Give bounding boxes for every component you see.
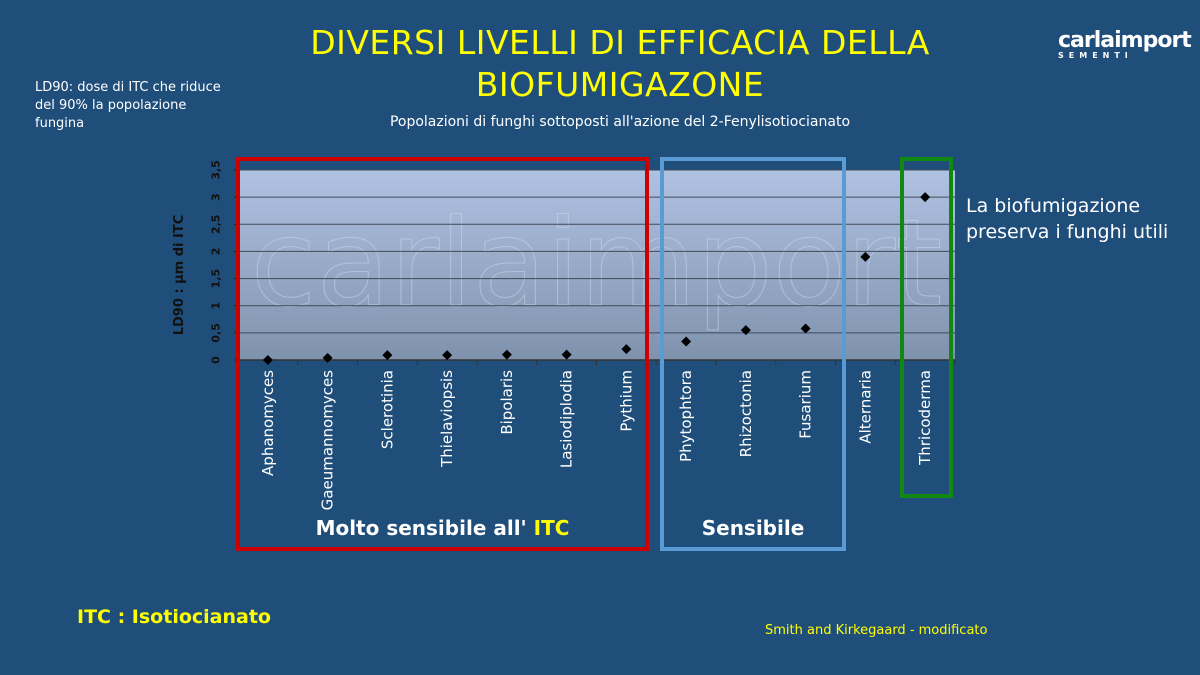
x-tick-label: Pythium: [617, 370, 635, 432]
y-tick-label: 0,5: [210, 323, 223, 343]
y-tick-label: 1: [210, 302, 223, 310]
x-tick-label: Aphanomyces: [259, 370, 277, 476]
y-tick-label: 1,5: [210, 269, 223, 289]
preserve-line-1: La biofumigazione: [966, 195, 1141, 217]
logo-sub: SEMENTI: [1058, 51, 1133, 60]
preserve-note: La biofumigazione preserva i funghi util…: [966, 193, 1168, 245]
data-point: [501, 349, 512, 360]
slide-title: DIVERSI LIVELLI DI EFFICACIA DELLA BIOFU…: [200, 22, 1040, 106]
y-tick-label: 3,5: [210, 160, 223, 180]
x-tick-label: Gaeumannomyces: [319, 370, 337, 511]
data-point: [621, 344, 632, 355]
y-axis-label: LD90 : µm di ITC: [172, 215, 187, 336]
watermark: carlaimport: [251, 195, 943, 334]
sensitive-label: Sensibile: [701, 516, 805, 540]
data-point: [740, 325, 751, 336]
plot-area: [238, 170, 955, 360]
data-point: [382, 350, 393, 361]
very-sensitive-label: Molto sensibile all' ITC: [236, 516, 649, 540]
x-tick-label: Lasiodiplodia: [558, 370, 576, 468]
sensitive-group-box: [660, 157, 846, 551]
x-tick-label: Thielaviopsis: [438, 370, 456, 468]
data-point: [920, 192, 931, 203]
x-tick-label: Rhizoctonia: [737, 370, 755, 457]
title-line-1: DIVERSI LIVELLI DI EFFICACIA DELLA: [310, 23, 930, 62]
source-credit: Smith and Kirkegaard - modificato: [765, 623, 988, 638]
x-tick-label: Fusarium: [797, 370, 815, 439]
logo-main: carlaimport: [1058, 28, 1192, 53]
x-tick-label: Bipolaris: [498, 370, 516, 435]
data-point: [860, 251, 871, 262]
y-tick-label: 3: [210, 193, 223, 201]
very-sensitive-text: Molto sensibile all': [315, 516, 527, 540]
useful-fungi-box: [900, 157, 953, 498]
x-tick-label: Sclerotinia: [378, 370, 396, 449]
y-tick-label: 2,5: [210, 215, 223, 235]
carlaimport-logo: carlaimport SEMENTI: [1058, 30, 1198, 60]
very-sensitive-group-box: [236, 157, 649, 551]
x-tick-label: Alternaria: [856, 370, 874, 444]
data-point: [262, 355, 273, 365]
itc-definition: ITC : Isotiocianato: [77, 606, 271, 628]
chart-title: Popolazioni di funghi sottoposti all'azi…: [389, 114, 851, 130]
preserve-line-2: preserva i funghi utili: [966, 221, 1169, 243]
y-tick-label: 2: [210, 248, 223, 256]
ld90-note: LD90: dose di ITC che riduce del 90% la …: [35, 80, 221, 131]
x-tick-label: Thricoderma: [916, 370, 934, 466]
title-line-2: BIOFUMIGAZONE: [475, 65, 765, 104]
x-tick-label: Phytophtora: [677, 370, 695, 462]
itc-highlight: ITC: [533, 516, 570, 540]
data-point: [561, 349, 572, 360]
y-tick-label: 0: [210, 356, 223, 364]
data-point: [322, 352, 333, 363]
data-point: [800, 323, 811, 334]
data-point: [442, 350, 453, 361]
data-point: [681, 336, 692, 347]
